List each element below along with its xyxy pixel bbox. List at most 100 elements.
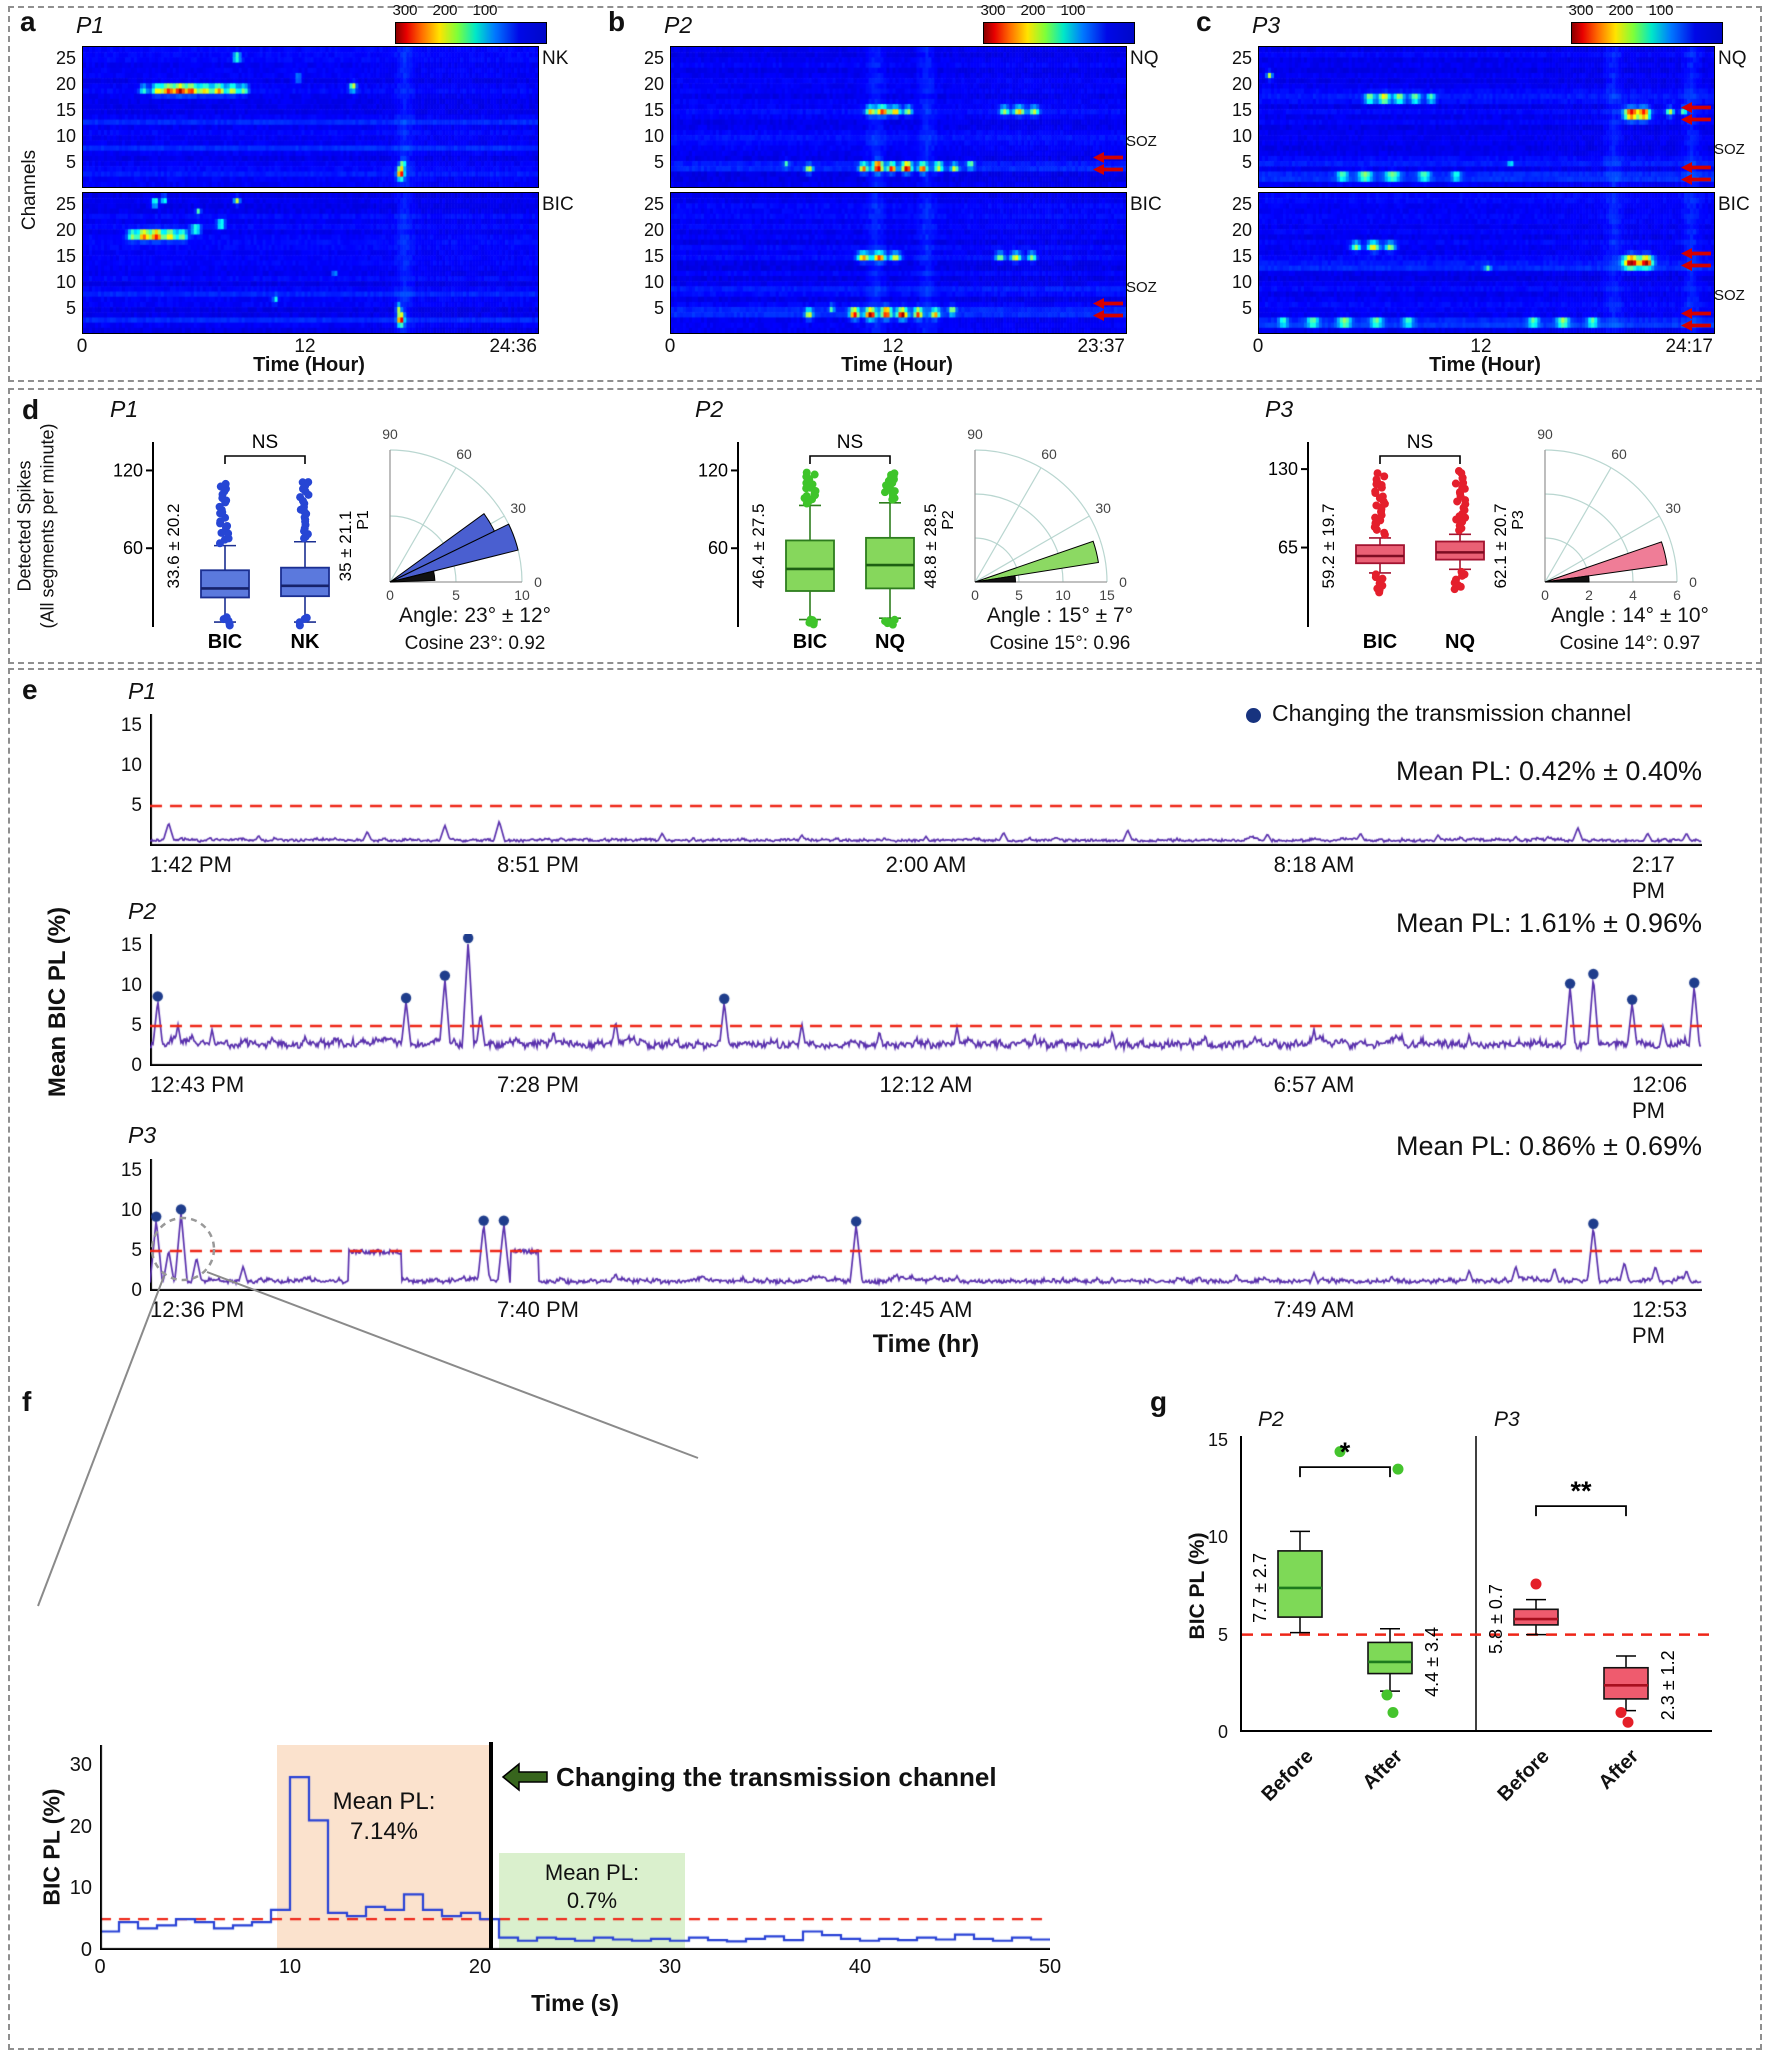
box-stat-label: 33.6 ± 20.2 xyxy=(164,504,183,589)
box-stat-label: 59.2 ± 19.7 xyxy=(1319,504,1338,589)
g-title-p3: P3 xyxy=(1494,1408,1520,1431)
cosine-text: Cosine 15°: 0.96 xyxy=(989,633,1131,654)
line xyxy=(1544,515,1660,583)
y-tick-label: 0 xyxy=(1217,1722,1228,1742)
outlier-dot xyxy=(1615,1707,1627,1719)
soz-arrow-icon xyxy=(1681,114,1711,125)
change-arrow-text: Changing the transmission channel xyxy=(556,1762,997,1792)
outlier-dot xyxy=(1457,567,1466,576)
box-stat-label: 35 ± 21.1 xyxy=(336,511,355,582)
rose-wedge xyxy=(389,570,436,583)
outlier-dot xyxy=(215,502,224,511)
y-tick-label: 10 xyxy=(120,975,142,996)
x-tick-label: 8:18 AM xyxy=(1273,852,1355,877)
x-tick-label: 2:00 AM xyxy=(885,852,967,877)
radius-tick-label: 15 xyxy=(1099,587,1115,603)
x-tick-label: 12:43 PM xyxy=(150,1072,245,1097)
path xyxy=(974,449,1108,583)
y-tick-label: 5 xyxy=(131,795,142,816)
section-frame-efg xyxy=(8,668,1762,2050)
outlier-dot xyxy=(890,469,899,478)
d-title-p3: P3 xyxy=(1265,396,1294,422)
line xyxy=(974,467,1042,583)
outlier-dot xyxy=(1392,1463,1404,1475)
soz-label: SOZ xyxy=(1714,287,1745,304)
soz-label: SOZ xyxy=(1126,133,1157,150)
rose-plot-p3: 90 60 30 0 0 2 4 6 P3 xyxy=(1510,426,1697,603)
soz-arrow-icon xyxy=(1681,308,1711,319)
x-tick-label: 24:17 xyxy=(1665,336,1713,357)
y-tick-label: 25 xyxy=(55,194,76,214)
panel-b: b P2 300 200 100 NQ BIC SOZ SOZ Time (Ho… xyxy=(598,0,1186,386)
heatmap-bic xyxy=(1258,192,1715,334)
soz-arrow-icon xyxy=(1681,260,1711,271)
y-tick-label: 15 xyxy=(1231,100,1252,120)
trace-label-bottom: BIC xyxy=(542,194,574,215)
channel-change-marker-line xyxy=(489,1742,493,1950)
angle-text: Angle : 14° ± 10° xyxy=(1551,604,1709,627)
box xyxy=(1355,544,1405,565)
y-tick-label: 15 xyxy=(643,100,664,120)
y-tick-label: 10 xyxy=(55,126,76,146)
line xyxy=(974,515,1090,583)
time-hr-axis-label: Time (hr) xyxy=(872,1330,980,1358)
y-tick-label: 0 xyxy=(80,1939,92,1961)
angle-tick-label: 90 xyxy=(967,426,983,442)
mean-pl-after-line1: Mean PL: xyxy=(544,1860,640,1885)
y-tick-label: 20 xyxy=(55,220,76,240)
angle-tick-label: 60 xyxy=(1611,446,1627,462)
section-frame-d xyxy=(8,388,1762,664)
y-tick-label: 120 xyxy=(113,460,143,480)
rose-wedge xyxy=(389,523,519,583)
outlier-dot xyxy=(1622,1716,1634,1728)
x-tick-label: 12:12 AM xyxy=(879,1072,973,1097)
outlier-dot xyxy=(1371,570,1380,579)
radius-tick-label: 0 xyxy=(971,587,979,603)
panel-c: c P3 300 200 100 NQ BIC SOZ SOZ Time (Ho… xyxy=(1186,0,1772,386)
y-tick-label: 15 xyxy=(120,935,142,956)
radius-tick-label: 10 xyxy=(1055,587,1071,603)
angle-text: Angle : 15° ± 7° xyxy=(986,604,1134,627)
box-stat-label: 2.3 ± 1.2 xyxy=(1658,1650,1678,1720)
panel-a: a P1 300 200 100 NK BIC Channels Time (H… xyxy=(10,0,598,386)
x-tick-label: 20 xyxy=(468,1956,492,1978)
outlier-dot xyxy=(1371,487,1380,496)
cosine-text: Cosine 14°: 0.97 xyxy=(1559,633,1701,654)
x-tick-label: 0 xyxy=(94,1956,106,1978)
y-tick-label: 20 xyxy=(643,220,664,240)
outlier-dot xyxy=(304,478,313,487)
box xyxy=(1603,1666,1649,1700)
panel-title: P1 xyxy=(76,12,105,38)
panel-letter-d: d xyxy=(22,394,40,425)
x-tick-label: 50 xyxy=(1038,1956,1062,1978)
x-tick-label: 12 xyxy=(294,336,316,357)
y-tick-label: 20 xyxy=(1231,220,1252,240)
outlier-dot xyxy=(1380,528,1389,537)
y-tick-label: 5 xyxy=(131,1240,142,1261)
ns-label: NS xyxy=(837,432,863,453)
y-tick-label: 15 xyxy=(120,715,142,736)
sig-bracket xyxy=(1299,1466,1391,1478)
panel-title: P2 xyxy=(664,12,693,38)
heatmap-nk xyxy=(82,46,539,188)
y-tick-label: 5 xyxy=(131,1015,142,1036)
mean-bic-pl-axis-label: Mean BIC PL (%) xyxy=(43,907,73,1097)
x-tick-label: NQ xyxy=(1445,631,1475,653)
angle-tick-label: 30 xyxy=(510,500,526,516)
sig-label: ** xyxy=(1570,1476,1592,1506)
x-tick-label: 40 xyxy=(848,1956,872,1978)
y-tick-label: 20 xyxy=(1231,74,1252,94)
x-tick-label: 12:45 AM xyxy=(879,1297,973,1322)
box-stat-label: 62.1 ± 20.7 xyxy=(1491,504,1510,589)
outlier-dot xyxy=(1378,492,1387,501)
outlier-dot xyxy=(1373,469,1382,478)
ns-label: NS xyxy=(252,432,278,453)
colorbar-tick: 300 xyxy=(980,2,1006,19)
section-frame-abc xyxy=(8,6,1762,382)
mean-pl-p2: Mean PL: 1.61% ± 0.96% xyxy=(1395,908,1702,938)
outlier-dot xyxy=(1378,574,1387,583)
y-tick-label: 15 xyxy=(120,1160,142,1181)
timeseries-p2 xyxy=(150,934,1702,1066)
time-axis-label: Time (Hour) xyxy=(841,354,953,376)
panel-letter-e: e xyxy=(22,674,38,705)
